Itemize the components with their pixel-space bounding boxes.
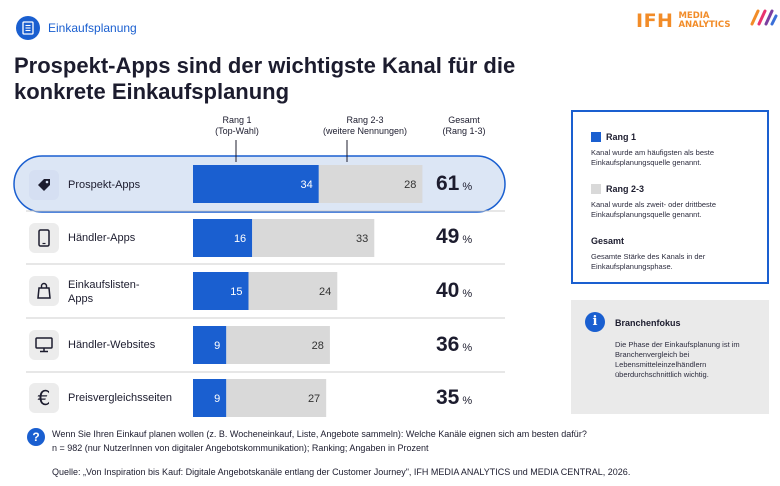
row-label-text: Einkaufslisten- xyxy=(68,279,140,291)
legend-name: Rang 2-3 xyxy=(606,183,645,194)
column-header-rang1-line1: Rang 1 xyxy=(222,115,252,125)
shopping-bag-icon xyxy=(29,276,59,306)
bar-rang1 xyxy=(193,165,319,203)
section-header: Einkaufsplanung xyxy=(16,16,137,40)
smartphone-icon xyxy=(29,223,59,253)
bar-rang23 xyxy=(226,379,327,417)
bar-label-rang23: 28 xyxy=(404,179,416,191)
column-header-rang23-line2: (weitere Nennungen) xyxy=(322,126,408,136)
bar-rang1 xyxy=(193,379,227,417)
bar-rang1 xyxy=(193,219,253,257)
total-value: 61 xyxy=(436,172,460,195)
bar-rang23 xyxy=(226,326,330,364)
total-prospekt-apps: 61% xyxy=(436,172,496,196)
row-label-text: Apps xyxy=(68,293,94,305)
logo-line2: ANALYTICS xyxy=(678,20,731,30)
legend-box: Rang 1 Kanal wurde am häufigsten als bes… xyxy=(571,110,769,284)
legend-swatch-rang1 xyxy=(591,131,601,142)
total-value: 36 xyxy=(436,333,460,356)
legend-swatch-rang23 xyxy=(591,183,601,194)
euro-icon: € xyxy=(29,383,59,413)
bar-chart: 34 28 16 33 15 24 9 28 9 27 xyxy=(13,140,506,417)
column-header-rang1-line2: (Top-Wahl) xyxy=(215,126,259,136)
bar-label-rang1: 16 xyxy=(234,233,246,245)
branchenfokus-title: Branchenfokus xyxy=(615,318,681,328)
percent-sign: % xyxy=(462,342,473,354)
row-label-preisvergleichsseiten: Preisvergleichsseiten xyxy=(68,391,172,405)
percent-sign: % xyxy=(462,395,473,407)
total-preisvergleichsseiten: 35% xyxy=(436,386,496,410)
logo-brand: IFH xyxy=(636,10,674,32)
column-header-rang23-line1: Rang 2-3 xyxy=(346,115,384,125)
row-label-haendler-websites: Händler-Websites xyxy=(68,338,155,352)
legend-desc: Gesamte Stärke des Kanals in der Einkaufs… xyxy=(591,252,706,271)
legend-item-rang1: Rang 1 Kanal wurde am häufigsten als bes… xyxy=(591,128,761,168)
document-list-icon xyxy=(16,16,40,40)
bar-rang1 xyxy=(193,272,249,310)
total-haendler-apps: 49% xyxy=(436,225,496,249)
legend-item-gesamt: Gesamt Gesamte Stärke des Kanals in der E… xyxy=(591,232,761,272)
sample-note: n = 982 (nur NutzerInnen von digitaler A… xyxy=(52,443,429,453)
bar-label-rang23: 33 xyxy=(356,233,368,245)
branchenfokus-box: i Branchenfokus Die Phase der Einkaufspl… xyxy=(571,300,769,414)
monitor-icon xyxy=(29,330,59,360)
legend-item-rang23: Rang 2-3 Kanal wurde als zweit- oder dri… xyxy=(591,180,761,220)
row-label-haendler-apps: Händler-Apps xyxy=(68,231,135,245)
question-icon: ? xyxy=(27,428,45,446)
section-label: Einkaufsplanung xyxy=(48,21,137,35)
row-label-text: Prospekt-Apps xyxy=(68,179,141,191)
bar-label-rang1: 15 xyxy=(230,286,242,298)
branchenfokus-text: Die Phase der Einkaufsplanung ist im Bra… xyxy=(615,340,740,379)
percent-sign: % xyxy=(462,288,473,300)
legend-desc: Kanal wurde als zweit- oder drittbeste Ei… xyxy=(591,200,717,219)
bar-label-rang1: 9 xyxy=(214,393,220,405)
bar-label-rang1: 34 xyxy=(301,179,313,191)
page-title: Prospekt-Apps sind der wichtigste Kanal … xyxy=(14,53,516,104)
column-header-gesamt-line1: Gesamt xyxy=(448,115,480,125)
logo-subtitle: MEDIA ANALYTICS xyxy=(678,12,730,30)
bar-rang23 xyxy=(318,165,423,203)
legend-desc: Kanal wurde am häufigsten als beste Einka… xyxy=(591,148,714,167)
bar-label-rang23: 24 xyxy=(319,286,331,298)
percent-sign: % xyxy=(462,181,473,193)
logo-line1: MEDIA xyxy=(678,11,710,21)
column-header-rang23: Rang 2-3 (weitere Nennungen) xyxy=(310,115,420,137)
row-label-text: Händler-Websites xyxy=(68,339,156,351)
legend-name: Rang 1 xyxy=(606,131,637,142)
row-label-text: Händler-Apps xyxy=(68,232,136,244)
percent-sign: % xyxy=(462,234,473,246)
bar-label-rang23: 28 xyxy=(312,340,324,352)
total-value: 35 xyxy=(436,386,460,409)
source-note: Quelle: „Von Inspiration bis Kauf: Digit… xyxy=(52,467,631,477)
column-header-gesamt: Gesamt (Rang 1-3) xyxy=(436,115,492,137)
ifh-logo: IFH MEDIA ANALYTICS xyxy=(636,10,730,32)
column-header-gesamt-line2: (Rang 1-3) xyxy=(442,126,486,136)
total-value: 40 xyxy=(436,279,460,302)
bar-label-rang23: 27 xyxy=(308,393,320,405)
total-value: 49 xyxy=(436,225,460,248)
bar-rang1 xyxy=(193,326,227,364)
column-header-rang1: Rang 1 (Top-Wahl) xyxy=(205,115,269,137)
price-tag-icon xyxy=(29,170,59,200)
bar-rang23 xyxy=(248,272,338,310)
row-label-einkaufslisten-apps: Einkaufslisten- Apps xyxy=(68,278,140,306)
logo-mark-icon xyxy=(750,9,778,26)
survey-question: Wenn Sie Ihren Einkauf planen wollen (z.… xyxy=(52,429,587,439)
bar-label-rang1: 9 xyxy=(214,340,220,352)
total-haendler-websites: 36% xyxy=(436,333,496,357)
bar-rang23 xyxy=(252,219,375,257)
legend-name: Gesamt xyxy=(591,235,625,246)
row-label-prospekt-apps: Prospekt-Apps xyxy=(68,178,140,192)
info-icon: i xyxy=(585,312,605,332)
total-einkaufslisten-apps: 40% xyxy=(436,279,496,303)
row-label-text: Preisvergleichsseiten xyxy=(68,392,172,404)
